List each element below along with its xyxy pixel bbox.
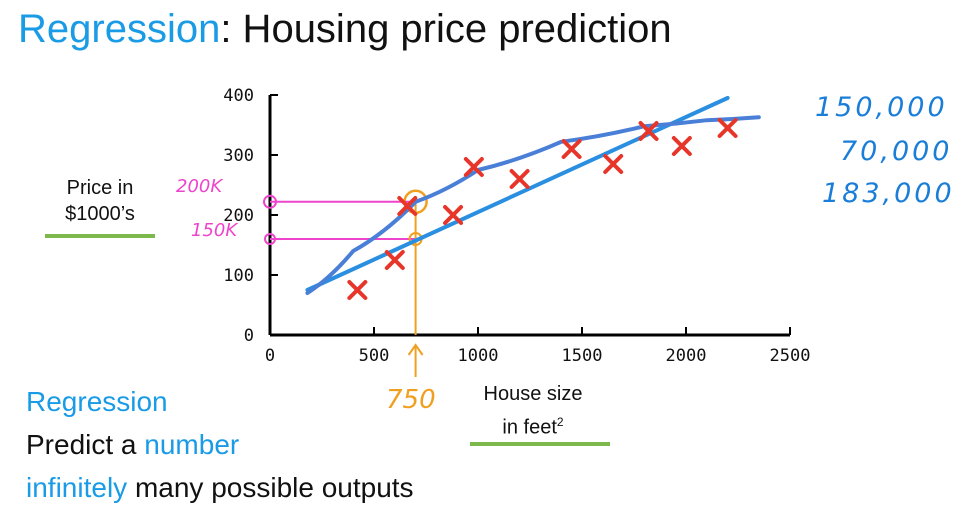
y-label-underline xyxy=(45,234,155,238)
bottom-line-outputs: infinitely many possible outputs xyxy=(26,471,414,505)
blue-note-3: 183,000 xyxy=(822,178,955,209)
chart-axes: 0 500 1000 1500 2000 2500 0 100 200 300 400 xyxy=(223,86,810,366)
outputs-rest: many possible outputs xyxy=(127,472,414,503)
x-mark-stroke xyxy=(463,157,484,177)
data-point-x-mark xyxy=(347,280,368,300)
data-point-x-mark xyxy=(463,157,484,177)
x-mark-stroke xyxy=(509,169,530,189)
x-tick-label: 2000 xyxy=(666,346,707,366)
data-point-x-mark xyxy=(561,139,582,159)
pink-annotation-200k: 200K xyxy=(176,176,223,197)
linear-fit-line xyxy=(305,96,730,292)
data-point-x-mark xyxy=(397,196,418,216)
title-rest: : Housing price prediction xyxy=(220,7,672,51)
x-mark-stroke xyxy=(638,121,659,141)
x-tick-label: 2500 xyxy=(770,346,811,366)
x-axis-label-line1: House size xyxy=(483,383,583,405)
x-mark-stroke xyxy=(671,136,692,156)
x-tick-label: 1000 xyxy=(458,346,499,366)
x-axis-label: House size in feet2 xyxy=(458,380,608,442)
predict-prefix: Predict a xyxy=(26,429,145,460)
data-point-x-mark xyxy=(638,121,659,141)
data-point-x-mark xyxy=(384,250,405,270)
y-axis-label-line2: $1000’s xyxy=(65,203,135,225)
outputs-highlight: infinitely xyxy=(26,472,128,503)
data-points xyxy=(347,118,738,300)
y-tick-label: 400 xyxy=(223,86,254,106)
blue-note-2: 70,000 xyxy=(840,136,953,167)
data-point-x-mark xyxy=(717,118,738,138)
y-tick-label: 300 xyxy=(223,146,254,166)
x-tick-label: 0 xyxy=(265,346,275,366)
data-point-x-mark xyxy=(509,169,530,189)
x-mark-stroke xyxy=(347,280,368,300)
data-point-x-mark xyxy=(671,136,692,156)
data-point-x-mark xyxy=(443,205,464,225)
title-highlight: Regression xyxy=(18,7,221,51)
orange-annotation-750: 750 xyxy=(386,385,436,415)
fit-lines xyxy=(305,96,761,295)
x-mark-stroke xyxy=(717,118,738,138)
x-label-underline xyxy=(470,442,610,446)
blue-note-1: 150,000 xyxy=(815,92,948,123)
x-mark-stroke xyxy=(443,205,464,225)
bottom-line-predict: Predict a number xyxy=(26,428,239,462)
data-point-x-mark xyxy=(603,154,624,174)
y-tick-label: 100 xyxy=(223,266,254,286)
x-mark-stroke xyxy=(603,154,624,174)
orange-arrow-head xyxy=(407,343,424,356)
y-axis-label-line1: Price in xyxy=(66,177,134,199)
pink-circle-200k xyxy=(263,194,277,209)
x-axis-label-line2: in feet xyxy=(502,416,557,439)
x-axis-label-sup: 2 xyxy=(556,415,564,429)
bottom-line-regression: Regression xyxy=(26,386,168,417)
curved-fit-line xyxy=(305,115,761,295)
x-mark-stroke xyxy=(384,250,405,270)
y-axis-label: Price in $1000’s xyxy=(40,175,160,227)
predict-number: number xyxy=(144,429,240,460)
chart-annotations xyxy=(263,189,428,377)
pink-circle-150k xyxy=(264,233,276,245)
y-tick-label: 200 xyxy=(223,206,254,226)
x-mark-stroke xyxy=(561,139,582,159)
y-tick-label: 0 xyxy=(244,326,254,346)
pink-annotation-150k: 150K xyxy=(191,220,238,241)
x-tick-label: 500 xyxy=(359,346,390,366)
slide-title: Regression: Housing price prediction xyxy=(18,4,672,54)
x-mark-stroke xyxy=(397,196,418,216)
x-tick-label: 1500 xyxy=(562,346,603,366)
